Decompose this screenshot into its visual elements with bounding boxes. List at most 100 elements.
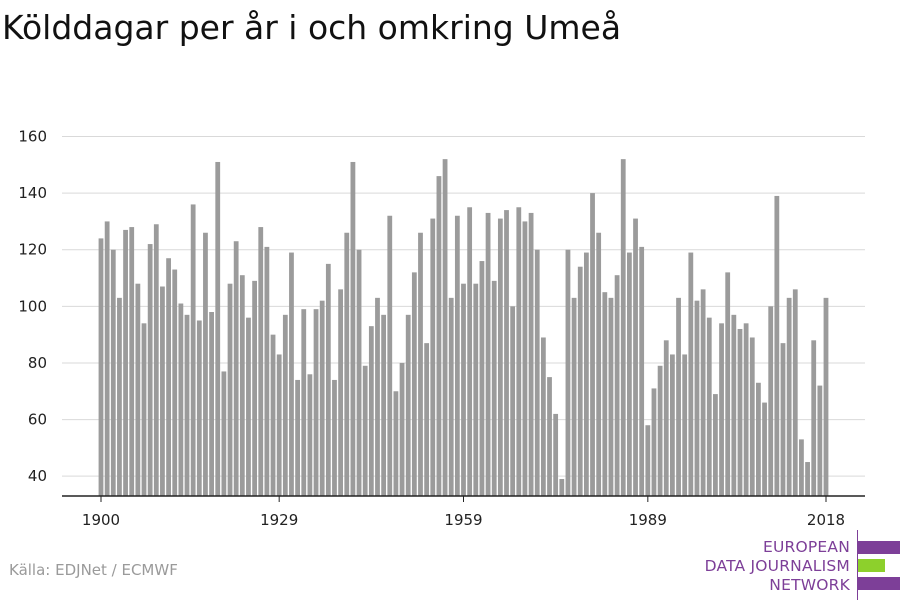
bar [368,326,374,496]
bar [565,249,571,496]
bar [196,320,202,496]
page-title: Kölddagar per år i och omkring Umeå [2,8,622,47]
bar [823,297,829,496]
bar [768,306,774,496]
bar [700,289,706,496]
bar [184,314,190,496]
x-tick-label: 1989 [629,511,667,529]
bar [264,246,270,496]
bar [123,229,128,496]
bar [221,371,227,496]
y-tick-label: 80 [28,354,47,372]
bar [276,354,282,496]
y-tick-label: 100 [18,297,47,315]
bar [743,323,749,496]
bar [430,218,436,496]
bar [756,382,761,496]
bar [295,379,300,496]
bar [282,314,288,496]
bar [104,221,110,497]
bar [737,328,743,496]
bar [479,261,485,496]
bar [577,266,583,496]
bar [731,314,737,496]
bar [387,215,393,496]
bar [117,297,122,496]
y-tick-label: 120 [18,241,47,259]
bar [504,210,509,496]
edjnet-logo: EUROPEAN DATA JOURNALISM NETWORK [700,530,900,600]
bar [590,193,595,497]
bar [190,204,196,496]
bar [805,462,810,496]
bar [608,297,614,496]
bar [209,312,214,496]
bar [559,479,565,496]
bar [135,283,141,496]
bar [319,300,325,496]
bar [799,439,804,496]
bar [399,362,405,496]
bar [227,283,233,496]
bar [780,343,786,496]
bar [706,317,712,496]
bar [356,249,362,496]
bar [670,354,675,496]
bar [362,365,368,496]
x-tick-label: 1900 [82,511,120,529]
bar [522,221,528,497]
bar [411,272,417,496]
bar [639,246,645,496]
bar [325,263,331,496]
bar [817,385,823,496]
bar [448,297,454,496]
x-tick-label: 2018 [807,511,845,529]
bar [497,218,503,496]
bar [467,207,473,496]
bar [534,249,540,496]
bar [332,379,337,496]
bar [129,227,135,496]
bar [350,161,356,496]
bar [651,388,657,496]
bar [596,232,602,497]
bar [258,227,264,496]
bar [178,303,184,496]
bar [233,241,239,496]
bar [626,252,632,496]
bar [645,425,651,496]
bar [491,280,497,496]
logo-divider [857,530,858,600]
x-tick-label: 1929 [260,511,298,529]
bar [338,289,344,496]
bar [614,275,620,496]
bar [442,159,448,496]
bar [424,343,430,496]
bar [694,300,700,496]
bar [418,232,423,497]
bar [571,297,577,496]
bar [510,306,516,496]
bar [289,252,294,496]
bar [725,272,731,496]
bar [792,289,798,496]
bar [485,212,491,497]
bar [553,413,559,496]
bar [602,292,608,496]
bar [98,238,104,496]
x-tick-labels: 1900 1929 1959 1989 2018 [82,511,845,529]
bar [749,337,755,496]
bar [166,258,171,496]
bar [786,297,792,496]
y-tick-label: 60 [28,411,47,429]
bar [540,337,546,496]
bar [633,218,638,496]
x-tick-label: 1959 [444,511,482,529]
bar [147,244,153,496]
bar [461,283,466,496]
logo-bar-purple-top [858,541,900,554]
bar [160,286,165,496]
bar [375,297,380,496]
bar [203,232,208,497]
